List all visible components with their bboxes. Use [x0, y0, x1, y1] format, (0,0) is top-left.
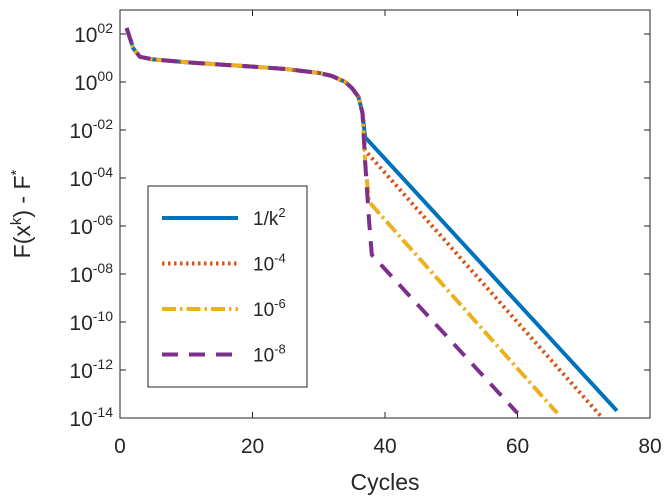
- y-axis-label-sup2: *: [8, 169, 25, 175]
- series-layer: [124, 27, 619, 417]
- y-tick-label: 10-14: [69, 404, 113, 431]
- y-axis-label: F(xk) - F*: [8, 169, 35, 258]
- y-tick-label: 10-08: [69, 260, 113, 287]
- y-tick-label: 1000: [74, 68, 113, 95]
- x-tick-label: 0: [114, 435, 126, 458]
- y-axis-label-sup1: k: [8, 217, 25, 225]
- x-tick-label: 40: [373, 435, 396, 458]
- y-tick-label: 10-04: [69, 164, 113, 191]
- x-tick-label: 20: [241, 435, 264, 458]
- x-tick-labels: 0 20 40 60 80: [114, 435, 662, 458]
- legend-label-3: 10-6: [253, 296, 286, 321]
- x-tick-label: 80: [638, 435, 661, 458]
- legend-label-2: 10-4: [253, 251, 286, 276]
- series-line-4: [124, 27, 519, 415]
- y-tick-label: 1002: [74, 20, 113, 47]
- y-axis-label-mid: ) - F: [9, 175, 35, 217]
- y-axis-label-base: F(x: [9, 225, 35, 259]
- y-tick-label: 10-12: [69, 356, 113, 383]
- y-tick-labels: 1002 1000 10-02 10-04 10-06 10-08 10-10 10-12 10…: [69, 20, 113, 431]
- y-tick-label: 10-06: [69, 212, 113, 239]
- legend-label-1: 1/k2: [253, 205, 286, 230]
- legend-label-4: 10-8: [253, 342, 286, 367]
- y-tick-label: 10-10: [69, 308, 113, 335]
- legend: 1/k2 10-4 10-6 10-8: [147, 185, 308, 388]
- plot-frame: [119, 9, 651, 419]
- x-axis-label: Cycles: [350, 469, 419, 495]
- y-tick-label: 10-02: [69, 116, 113, 143]
- x-tick-label: 60: [506, 435, 529, 458]
